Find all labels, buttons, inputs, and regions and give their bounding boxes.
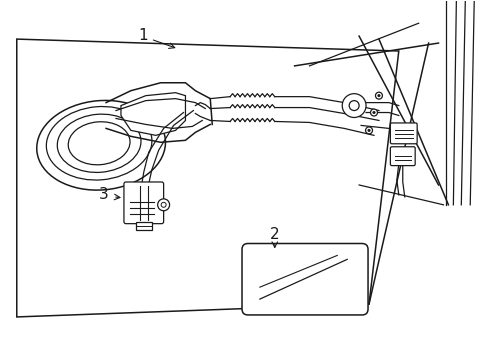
Circle shape — [365, 127, 372, 134]
FancyBboxPatch shape — [123, 182, 163, 224]
Polygon shape — [136, 222, 151, 230]
FancyBboxPatch shape — [242, 243, 367, 315]
Circle shape — [372, 111, 374, 114]
Circle shape — [342, 94, 366, 117]
Text: 3: 3 — [99, 188, 109, 202]
Circle shape — [377, 94, 379, 97]
Text: 2: 2 — [269, 227, 279, 242]
Circle shape — [375, 92, 382, 99]
FancyBboxPatch shape — [389, 147, 414, 166]
Polygon shape — [17, 39, 398, 317]
Ellipse shape — [37, 100, 165, 190]
FancyBboxPatch shape — [389, 123, 416, 144]
Circle shape — [348, 100, 358, 111]
Circle shape — [367, 129, 369, 131]
Polygon shape — [121, 93, 185, 135]
Circle shape — [157, 199, 169, 211]
Text: 1: 1 — [138, 28, 147, 42]
Circle shape — [370, 109, 377, 116]
